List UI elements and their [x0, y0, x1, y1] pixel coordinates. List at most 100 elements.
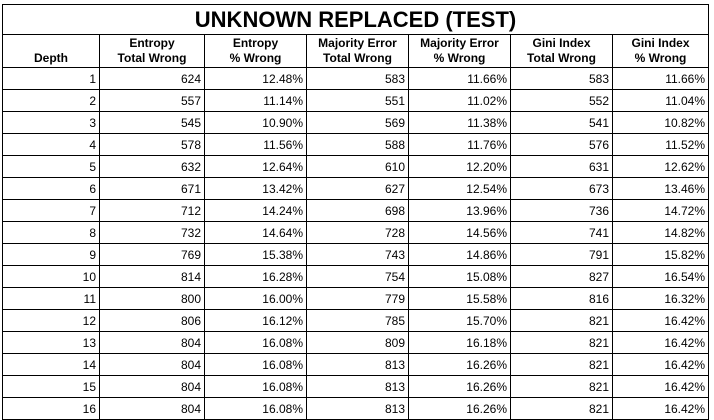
cell-gini-total[interactable]: 741 — [510, 221, 613, 244]
cell-entropy-total[interactable]: 671 — [99, 177, 205, 200]
cell-entropy-pct[interactable]: 12.48% — [204, 67, 307, 90]
cell-majority-pct[interactable]: 12.20% — [408, 155, 511, 178]
cell-entropy-total[interactable]: 545 — [99, 111, 205, 134]
header-majority-total[interactable]: Majority Error Total Wrong — [306, 34, 409, 68]
cell-majority-pct[interactable]: 12.54% — [408, 177, 511, 200]
cell-majority-total[interactable]: 754 — [306, 265, 409, 288]
cell-depth[interactable]: 4 — [2, 133, 100, 156]
header-entropy-total[interactable]: Entropy Total Wrong — [99, 34, 205, 68]
cell-gini-pct[interactable]: 13.46% — [611, 177, 710, 200]
cell-gini-pct[interactable]: 15.82% — [611, 243, 710, 266]
header-gini-pct[interactable]: Gini Index % Wrong — [611, 34, 710, 68]
cell-gini-pct[interactable]: 16.54% — [611, 265, 710, 288]
header-depth[interactable]: Depth — [2, 34, 100, 68]
cell-depth[interactable]: 5 — [2, 155, 100, 178]
cell-entropy-total[interactable]: 804 — [99, 397, 205, 420]
cell-majority-pct[interactable]: 13.96% — [408, 199, 511, 222]
cell-gini-total[interactable]: 821 — [510, 397, 613, 420]
cell-entropy-pct[interactable]: 10.90% — [204, 111, 307, 134]
header-majority-pct[interactable]: Majority Error % Wrong — [408, 34, 511, 68]
cell-majority-total[interactable]: 743 — [306, 243, 409, 266]
cell-entropy-total[interactable]: 712 — [99, 199, 205, 222]
cell-gini-pct[interactable]: 14.72% — [611, 199, 710, 222]
cell-entropy-total[interactable]: 814 — [99, 265, 205, 288]
cell-majority-total[interactable]: 583 — [306, 67, 409, 90]
cell-entropy-total[interactable]: 732 — [99, 221, 205, 244]
cell-majority-pct[interactable]: 15.58% — [408, 287, 511, 310]
cell-depth[interactable]: 10 — [2, 265, 100, 288]
cell-entropy-pct[interactable]: 13.42% — [204, 177, 307, 200]
cell-gini-pct[interactable]: 16.42% — [611, 309, 710, 332]
cell-majority-total[interactable]: 588 — [306, 133, 409, 156]
cell-majority-total[interactable]: 627 — [306, 177, 409, 200]
cell-gini-total[interactable]: 541 — [510, 111, 613, 134]
cell-majority-pct[interactable]: 14.56% — [408, 221, 511, 244]
cell-gini-total[interactable]: 791 — [510, 243, 613, 266]
header-entropy-pct[interactable]: Entropy % Wrong — [204, 34, 307, 68]
cell-gini-total[interactable]: 821 — [510, 375, 613, 398]
cell-gini-pct[interactable]: 11.04% — [611, 89, 710, 112]
cell-entropy-pct[interactable]: 16.00% — [204, 287, 307, 310]
cell-entropy-total[interactable]: 806 — [99, 309, 205, 332]
cell-gini-total[interactable]: 583 — [510, 67, 613, 90]
cell-entropy-total[interactable]: 804 — [99, 375, 205, 398]
cell-entropy-pct[interactable]: 11.14% — [204, 89, 307, 112]
cell-gini-total[interactable]: 821 — [510, 309, 613, 332]
cell-entropy-total[interactable]: 578 — [99, 133, 205, 156]
cell-depth[interactable]: 16 — [2, 397, 100, 420]
cell-gini-pct[interactable]: 16.42% — [611, 375, 710, 398]
cell-entropy-pct[interactable]: 15.38% — [204, 243, 307, 266]
cell-gini-pct[interactable]: 11.52% — [611, 133, 710, 156]
cell-gini-total[interactable]: 827 — [510, 265, 613, 288]
cell-gini-pct[interactable]: 16.42% — [611, 397, 710, 420]
cell-majority-total[interactable]: 813 — [306, 397, 409, 420]
table-title[interactable]: UNKNOWN REPLACED (TEST) — [1, 4, 710, 35]
cell-depth[interactable]: 1 — [2, 67, 100, 90]
cell-majority-pct[interactable]: 15.70% — [408, 309, 511, 332]
cell-depth[interactable]: 14 — [2, 353, 100, 376]
cell-majority-pct[interactable]: 11.02% — [408, 89, 511, 112]
cell-majority-total[interactable]: 698 — [306, 199, 409, 222]
cell-entropy-total[interactable]: 632 — [99, 155, 205, 178]
cell-majority-total[interactable]: 610 — [306, 155, 409, 178]
cell-entropy-pct[interactable]: 16.08% — [204, 375, 307, 398]
cell-majority-pct[interactable]: 16.26% — [408, 375, 511, 398]
cell-majority-total[interactable]: 728 — [306, 221, 409, 244]
cell-gini-pct[interactable]: 10.82% — [611, 111, 710, 134]
cell-gini-pct[interactable]: 16.42% — [611, 331, 710, 354]
cell-majority-total[interactable]: 569 — [306, 111, 409, 134]
cell-depth[interactable]: 8 — [2, 221, 100, 244]
cell-gini-total[interactable]: 673 — [510, 177, 613, 200]
cell-entropy-pct[interactable]: 16.08% — [204, 397, 307, 420]
cell-depth[interactable]: 12 — [2, 309, 100, 332]
cell-entropy-total[interactable]: 624 — [99, 67, 205, 90]
cell-gini-total[interactable]: 576 — [510, 133, 613, 156]
cell-majority-pct[interactable]: 16.18% — [408, 331, 511, 354]
cell-majority-total[interactable]: 551 — [306, 89, 409, 112]
cell-majority-total[interactable]: 813 — [306, 375, 409, 398]
cell-entropy-total[interactable]: 804 — [99, 353, 205, 376]
cell-majority-total[interactable]: 779 — [306, 287, 409, 310]
cell-entropy-pct[interactable]: 14.64% — [204, 221, 307, 244]
cell-majority-total[interactable]: 809 — [306, 331, 409, 354]
cell-depth[interactable]: 3 — [2, 111, 100, 134]
header-gini-total[interactable]: Gini Index Total Wrong — [510, 34, 613, 68]
cell-majority-pct[interactable]: 11.66% — [408, 67, 511, 90]
cell-depth[interactable]: 2 — [2, 89, 100, 112]
cell-entropy-total[interactable]: 800 — [99, 287, 205, 310]
cell-depth[interactable]: 15 — [2, 375, 100, 398]
cell-entropy-total[interactable]: 557 — [99, 89, 205, 112]
cell-gini-total[interactable]: 631 — [510, 155, 613, 178]
cell-gini-total[interactable]: 552 — [510, 89, 613, 112]
cell-gini-pct[interactable]: 11.66% — [611, 67, 710, 90]
cell-majority-pct[interactable]: 16.26% — [408, 353, 511, 376]
cell-majority-total[interactable]: 813 — [306, 353, 409, 376]
cell-gini-total[interactable]: 821 — [510, 353, 613, 376]
cell-entropy-pct[interactable]: 12.64% — [204, 155, 307, 178]
cell-majority-pct[interactable]: 16.26% — [408, 397, 511, 420]
cell-entropy-pct[interactable]: 16.08% — [204, 353, 307, 376]
cell-entropy-total[interactable]: 804 — [99, 331, 205, 354]
cell-depth[interactable]: 7 — [2, 199, 100, 222]
cell-entropy-total[interactable]: 769 — [99, 243, 205, 266]
cell-entropy-pct[interactable]: 16.28% — [204, 265, 307, 288]
